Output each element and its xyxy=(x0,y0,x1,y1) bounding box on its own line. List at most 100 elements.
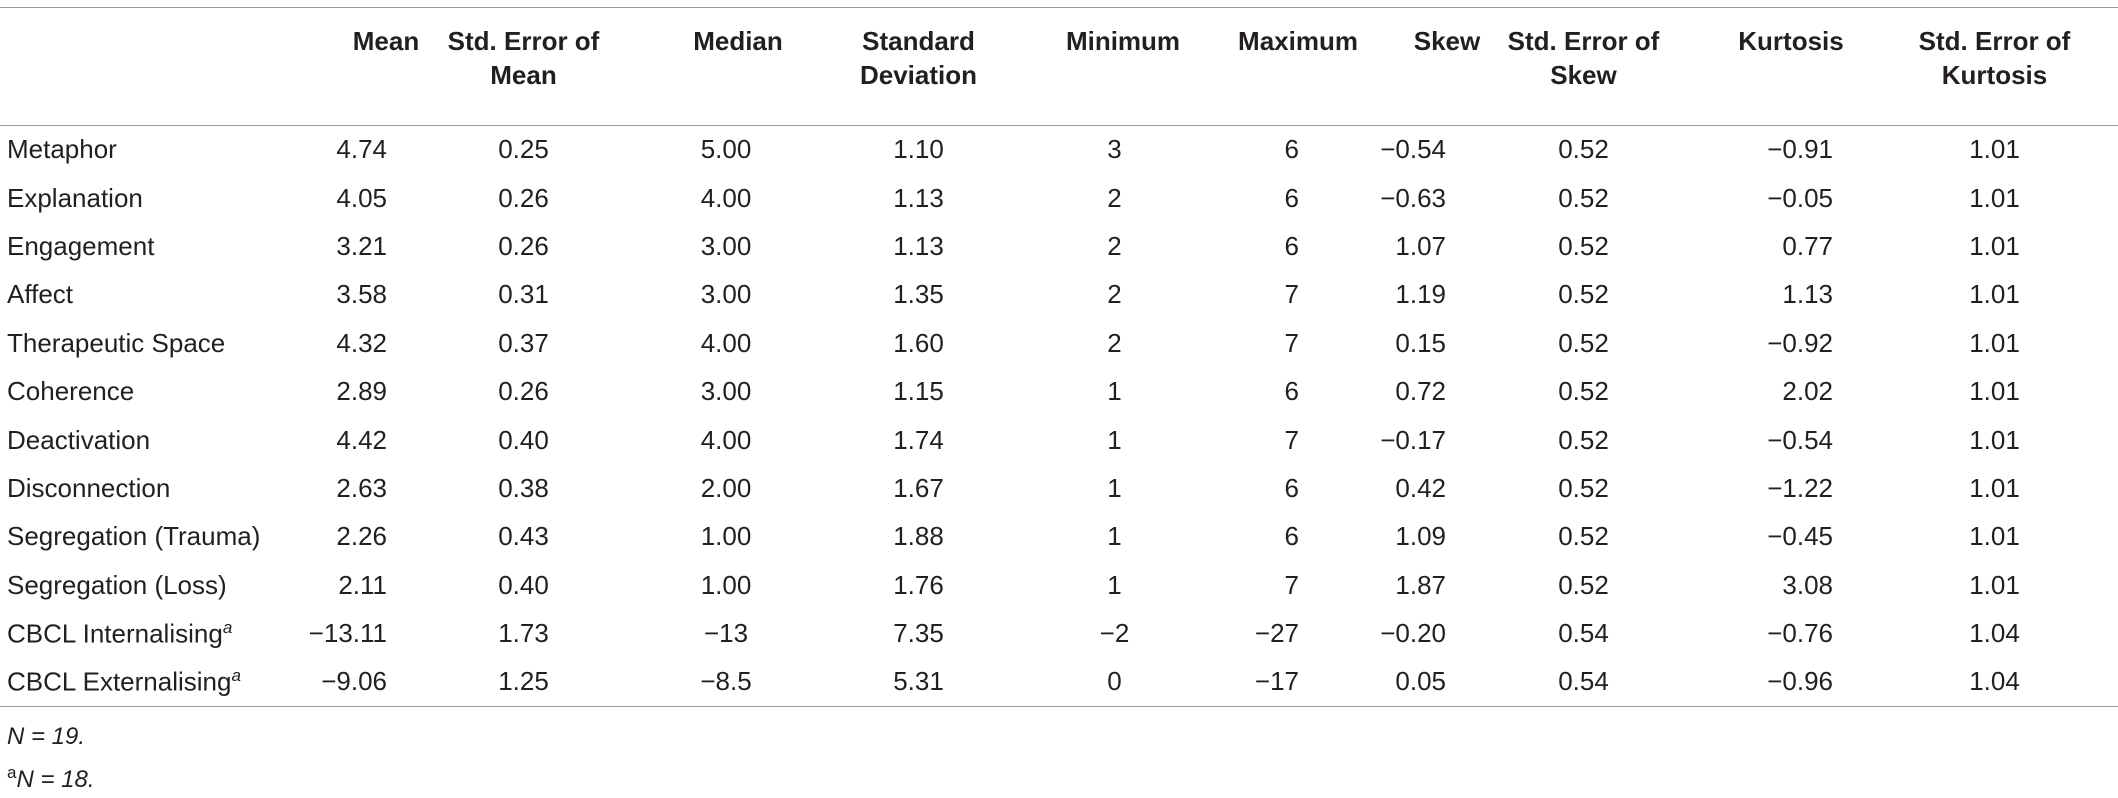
table-cell: 2.00 xyxy=(700,472,752,503)
row-label-text: CBCL Externalising xyxy=(7,666,232,697)
table-cell: −0.96 xyxy=(1767,666,1833,697)
table-cell: 1.13 xyxy=(893,230,944,261)
header-cell: Median xyxy=(642,8,810,126)
header-text: Std. Error of Mean xyxy=(447,26,600,90)
table-cell: 1.60 xyxy=(893,327,944,358)
table-cell: 3.00 xyxy=(700,230,752,261)
row-label: Explanation xyxy=(0,174,290,222)
header-cell: Kurtosis xyxy=(1695,8,1871,126)
table-cell: 0.52 xyxy=(1558,472,1609,503)
header-cell: Skew xyxy=(1351,8,1481,126)
notes: N = 19. aN = 18. xyxy=(0,719,2118,798)
row-label-text: Segregation (Trauma) xyxy=(7,521,261,552)
table-cell: 7 xyxy=(1284,424,1299,455)
table-cell: 4.00 xyxy=(700,182,752,213)
table-cell: 2.89 xyxy=(336,376,387,407)
table-cell: 1.01 xyxy=(1969,327,2020,358)
table-cell: 4.00 xyxy=(700,327,752,358)
table-cell: 2.11 xyxy=(338,569,387,600)
table-cell: −0.17 xyxy=(1380,424,1446,455)
table-cell: 1.01 xyxy=(1969,569,2020,600)
table-cell: −0.91 xyxy=(1767,134,1833,165)
table-body: Metaphor 4.74 0.25 5.00 1.10 3 6 −0.54 0.52 −0.91… xyxy=(0,126,2118,707)
header-text: Std. Error of Kurtosis xyxy=(1918,26,2071,90)
table-cell: 7 xyxy=(1284,569,1299,600)
table-cell: 3.21 xyxy=(336,230,387,261)
table-row: Segregation (Trauma) 2.26 0.43 1.00 1.88 1 6 1.… xyxy=(0,513,2118,561)
row-label: Segregation (Loss) xyxy=(0,561,290,609)
header-cell xyxy=(0,8,290,126)
table-cell: −13 xyxy=(703,618,749,649)
table-cell: 5.31 xyxy=(893,666,944,697)
table-cell: 3.58 xyxy=(336,279,387,310)
row-label: CBCL Internalisinga xyxy=(0,609,290,657)
table-row: Coherence 2.89 0.26 3.00 1.15 1 6 0.72 0.52 2.02 1… xyxy=(0,367,2118,415)
row-label: Disconnection xyxy=(0,464,290,512)
table-cell: 1.76 xyxy=(893,569,944,600)
table-cell: 1.73 xyxy=(498,618,549,649)
table-cell: 2 xyxy=(1107,230,1122,261)
row-label-text: Deactivation xyxy=(7,424,151,455)
table-cell: 0.52 xyxy=(1558,230,1609,261)
row-label-text: Coherence xyxy=(7,376,135,407)
table-cell: 1.01 xyxy=(1969,134,2020,165)
row-label: Engagement xyxy=(0,222,290,270)
table-row: Therapeutic Space 4.32 0.37 4.00 1.60 2 7 0.15 0… xyxy=(0,319,2118,367)
header-text: Mean xyxy=(352,26,420,56)
row-label: Deactivation xyxy=(0,416,290,464)
table-cell: 1.04 xyxy=(1969,618,2020,649)
table-row: Affect 3.58 0.31 3.00 1.35 2 7 1.19 0.52 1.13 1.01 xyxy=(0,271,2118,319)
footnote-marker: a xyxy=(222,617,233,637)
table-cell: 1.04 xyxy=(1969,666,2020,697)
table-cell: −27 xyxy=(1254,618,1299,649)
table-cell: 4.00 xyxy=(700,424,752,455)
row-label: CBCL Externalisinga xyxy=(0,658,290,706)
table-cell: 1.01 xyxy=(1969,230,2020,261)
table-cell: 1.00 xyxy=(700,521,752,552)
table-cell: 1.35 xyxy=(893,279,944,310)
header-cell: Mean xyxy=(290,8,419,126)
table-cell: 1.01 xyxy=(1969,521,2020,552)
row-label-text: Affect xyxy=(7,279,74,310)
table-cell: 0.52 xyxy=(1558,521,1609,552)
row-label-text: Metaphor xyxy=(7,134,117,165)
table-cell: 6 xyxy=(1284,134,1299,165)
table-cell: 6 xyxy=(1284,521,1299,552)
table-cell: 0.31 xyxy=(498,279,549,310)
table-cell: 1.87 xyxy=(1395,569,1446,600)
header-cell: Std. Error of Kurtosis xyxy=(1871,8,2118,126)
table-cell: −1.22 xyxy=(1767,472,1833,503)
table-cell: 1.10 xyxy=(893,134,944,165)
row-label: Affect xyxy=(0,271,290,319)
table-cell: 2 xyxy=(1107,279,1122,310)
table-cell: 0.52 xyxy=(1558,327,1609,358)
table-row: Metaphor 4.74 0.25 5.00 1.10 3 6 −0.54 0.52 −0.91… xyxy=(0,126,2118,174)
header-text: Standard Deviation xyxy=(859,26,978,90)
table-cell: 1.25 xyxy=(498,666,549,697)
table-cell: 0.15 xyxy=(1395,327,1446,358)
table-row: Deactivation 4.42 0.40 4.00 1.74 1 7 −0.17 0.52 −… xyxy=(0,416,2118,464)
row-label: Therapeutic Space xyxy=(0,319,290,367)
table-cell: 7.35 xyxy=(893,618,944,649)
note: aN = 18. xyxy=(7,755,2118,798)
table-cell: 6 xyxy=(1284,230,1299,261)
table-cell: 4.74 xyxy=(336,134,387,165)
note-text: N = 18. xyxy=(16,765,95,793)
table-cell: 3.00 xyxy=(700,376,752,407)
table-row: Explanation 4.05 0.26 4.00 1.13 2 6 −0.63 0.52 −0… xyxy=(0,174,2118,222)
header-text: Maximum xyxy=(1238,26,1358,56)
table-cell: 3.00 xyxy=(700,279,752,310)
note-marker: a xyxy=(7,762,17,782)
table-cell: 0.26 xyxy=(498,182,549,213)
table-cell: 1.01 xyxy=(1969,472,2020,503)
table-row: Disconnection 2.63 0.38 2.00 1.67 1 6 0.42 0.52 −… xyxy=(0,464,2118,512)
note-text: N = 19. xyxy=(7,722,86,750)
table-cell: −0.92 xyxy=(1767,327,1833,358)
table-cell: 1.13 xyxy=(893,182,944,213)
table-cell: 5.00 xyxy=(700,134,752,165)
table-cell: 1 xyxy=(1107,424,1122,455)
row-label: Segregation (Trauma) xyxy=(0,513,290,561)
header-cell: Std. Error of Mean xyxy=(405,8,642,126)
table-cell: −8.5 xyxy=(700,666,752,697)
table-cell: 0 xyxy=(1107,666,1122,697)
